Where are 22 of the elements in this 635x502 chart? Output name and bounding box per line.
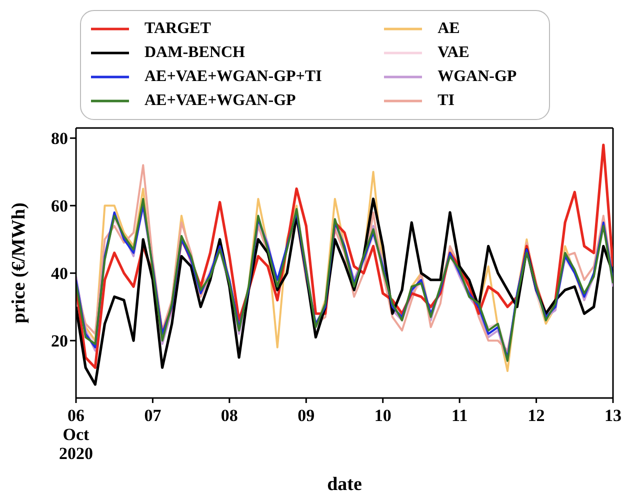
x-tick-label: 06 Oct 2020 — [59, 406, 93, 463]
legend-label: TI — [438, 92, 454, 110]
x-tick-label: 13 — [604, 406, 622, 425]
legend-label: AE — [438, 20, 460, 38]
x-tick-label: 11 — [452, 406, 468, 425]
y-tick-label: 80 — [51, 129, 68, 148]
legend-label: TARGET — [144, 20, 211, 38]
y-tick-label: 40 — [51, 264, 68, 284]
y-axis-title: price (€/MWh) — [8, 202, 30, 324]
legend-label: AE+VAE+WGAN-GP+TI — [144, 68, 322, 86]
y-tick-label: 60 — [51, 196, 68, 216]
y-tick-label: 20 — [51, 332, 68, 351]
legend-label: DAM-BENCH — [144, 44, 245, 62]
x-tick-label: 09 — [298, 406, 315, 425]
x-tick-label: 07 — [144, 406, 162, 425]
legend-label: VAE — [438, 44, 470, 62]
x-tick-label: 12 — [528, 406, 545, 425]
legend-label: WGAN-GP — [438, 68, 517, 86]
x-axis-title: date — [327, 474, 362, 495]
x-tick-label: 08 — [220, 406, 238, 425]
legend-label: AE+VAE+WGAN-GP — [144, 92, 296, 110]
x-tick-label: 10 — [374, 406, 392, 425]
